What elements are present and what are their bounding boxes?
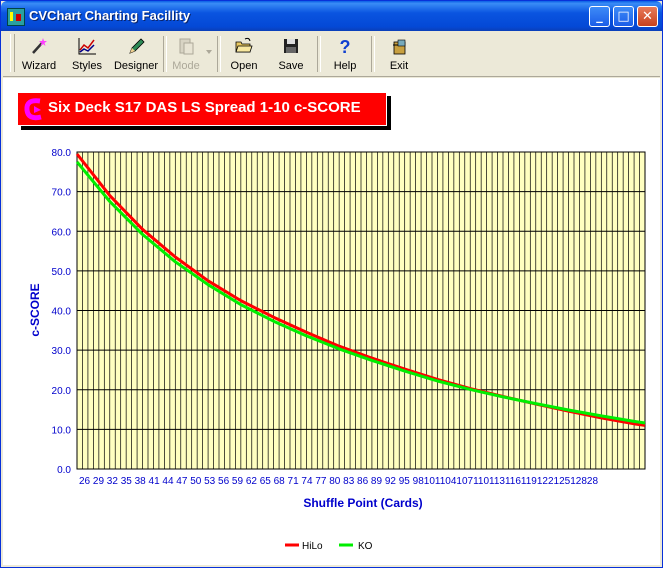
exit-button[interactable]: Exit xyxy=(381,34,417,74)
toolbar-separator xyxy=(163,36,167,72)
y-tick-label: 40.0 xyxy=(52,307,72,318)
legend[interactable]: HiLo KO xyxy=(285,541,373,552)
toolbar-separator xyxy=(217,36,221,72)
chart-title-box[interactable]: Six Deck S17 DAS LS Spread 1-10 c-SCORE xyxy=(17,92,387,126)
close-icon: ✕ xyxy=(642,9,653,24)
styles-chart-icon xyxy=(78,38,96,55)
help-button[interactable]: ? Help xyxy=(326,34,364,74)
horizontal-gridlines xyxy=(77,191,645,430)
styles-button[interactable]: Styles xyxy=(68,34,106,74)
chart-area: Six Deck S17 DAS LS Spread 1-10 c-SCORE … xyxy=(3,78,660,565)
title-bar[interactable]: CVChart Charting Facillity _ □ ✕ xyxy=(1,1,662,31)
dropdown-arrow-icon[interactable] xyxy=(205,49,213,55)
x-tick-labels: 26 29 32 35 38 41 44 47 50 53 56 59 62 6… xyxy=(79,476,598,487)
designer-pencil-icon xyxy=(129,38,145,54)
open-folder-icon xyxy=(235,37,253,53)
save-disk-icon xyxy=(284,39,298,53)
designer-label: Designer xyxy=(113,60,159,72)
wizard-wand-icon xyxy=(32,38,47,54)
legend-ko-label: KO xyxy=(358,541,373,552)
y-axis-ticks: 0.0 10.0 20.0 30.0 40.0 50.0 60.0 70.0 80.0 xyxy=(52,148,72,476)
legend-hilo-label: HiLo xyxy=(302,541,323,552)
toolbar-separator xyxy=(371,36,375,72)
toolbar-separator xyxy=(317,36,321,72)
line-chart: 0.0 10.0 20.0 30.0 40.0 50.0 60.0 70.0 80.0 26 2… xyxy=(28,148,646,552)
y-tick-label: 50.0 xyxy=(52,267,72,278)
maximize-icon: □ xyxy=(617,9,630,24)
save-button[interactable]: Save xyxy=(273,34,309,74)
close-button[interactable]: ✕ xyxy=(637,6,658,27)
y-axis-label: c-SCORE xyxy=(28,283,42,336)
mode-clipboard-icon xyxy=(179,38,194,55)
y-tick-label: 10.0 xyxy=(52,425,72,436)
mode-button[interactable]: Mode xyxy=(169,34,203,74)
y-tick-label: 70.0 xyxy=(52,188,72,199)
window-title: CVChart Charting Facillity xyxy=(29,8,191,23)
toolbar: Wizard Styles Designer Mode xyxy=(3,32,660,77)
series-lines xyxy=(75,153,646,427)
maximize-button[interactable]: □ xyxy=(613,6,634,27)
chart-title: Six Deck S17 DAS LS Spread 1-10 c-SCORE xyxy=(48,99,361,116)
mode-label: Mode xyxy=(172,60,200,72)
cvchart-logo-icon xyxy=(24,98,42,121)
y-tick-label: 60.0 xyxy=(52,227,72,238)
toolbar-grip[interactable] xyxy=(10,34,15,72)
series-line-ko xyxy=(75,160,646,425)
x-axis-label: Shuffle Point (Cards) xyxy=(303,496,422,510)
open-label: Open xyxy=(230,60,258,72)
wizard-button[interactable]: Wizard xyxy=(19,34,59,74)
minimize-button[interactable]: _ xyxy=(589,6,610,27)
svg-text:?: ? xyxy=(340,37,351,56)
help-question-icon: ? xyxy=(340,37,351,56)
y-tick-label: 80.0 xyxy=(52,148,72,159)
open-button[interactable]: Open xyxy=(225,34,263,74)
app-icon[interactable] xyxy=(7,8,25,26)
y-tick-label: 30.0 xyxy=(52,346,72,357)
exit-label: Exit xyxy=(389,60,409,72)
exit-door-icon xyxy=(393,39,406,55)
y-tick-label: 0.0 xyxy=(57,465,71,476)
save-label: Save xyxy=(278,60,304,72)
designer-button[interactable]: Designer xyxy=(113,34,159,74)
help-label: Help xyxy=(333,60,357,72)
minimize-icon: _ xyxy=(596,9,603,24)
y-tick-label: 20.0 xyxy=(52,386,72,397)
wizard-label: Wizard xyxy=(21,60,57,72)
styles-label: Styles xyxy=(72,60,102,72)
